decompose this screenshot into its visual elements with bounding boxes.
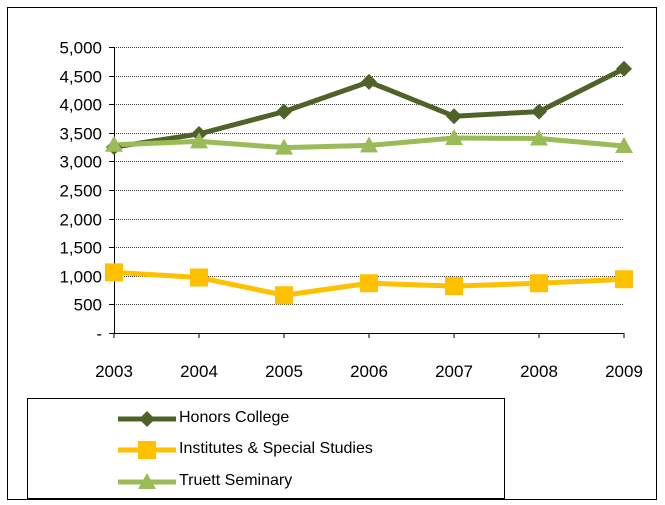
point-institutes-2003 (105, 263, 123, 282)
x-tick-label-2006: 2006 (350, 362, 388, 381)
y-tick-label-4000: 4,000 (59, 96, 102, 115)
y-tick-label-2000: 2,000 (59, 211, 102, 230)
point-truett-seminary-2003 (105, 135, 123, 152)
point-honors-college-2009 (616, 60, 632, 77)
point-honors-college-2007 (446, 108, 462, 125)
point-institutes-2006 (360, 274, 378, 293)
y-tick-label-5000: 5,000 (59, 39, 102, 58)
y-tick-label-1000: 1,000 (59, 268, 102, 287)
point-honors-college-2005 (276, 103, 292, 120)
point-institutes-2008 (530, 274, 548, 293)
x-tick-label-2007: 2007 (435, 362, 473, 381)
legend: Honors College Institutes & Special Stud… (27, 398, 505, 499)
point-honors-college-2006 (361, 73, 377, 90)
legend-item-truett-seminary: Truett Seminary (28, 469, 498, 495)
y-tick-label-2500: 2,500 (59, 182, 102, 201)
legend-marker-honors-college (139, 411, 155, 427)
x-tick-label-2003: 2003 (95, 362, 133, 381)
legend-item-institutes: Institutes & Special Studies (28, 437, 498, 463)
y-tick-label-0: - (96, 325, 102, 344)
x-tick-label-2009: 2009 (605, 362, 643, 381)
y-tick-label-500: 500 (74, 296, 102, 315)
point-truett-seminary-2007 (445, 128, 463, 145)
point-institutes-2009 (615, 270, 633, 289)
x-axis-ticks: 2003 2004 2005 2006 2007 2008 2009 (95, 333, 643, 381)
series-lines (113, 66, 626, 298)
legend-label-honors-college: Honors College (179, 409, 290, 426)
y-tick-label-1500: 1,500 (59, 239, 102, 258)
point-truett-seminary-2009 (615, 136, 633, 153)
legend-label-truett-seminary: Truett Seminary (179, 472, 293, 489)
y-tick-label-4500: 4,500 (59, 68, 102, 87)
legend-swatch-institutes (118, 441, 176, 459)
legend-item-honors-college: Honors College (28, 406, 498, 432)
legend-marker-institutes (138, 441, 156, 459)
line-chart: - 500 1,000 1,500 2,000 2,500 3,000 3,500 4,000 4… (59, 39, 643, 382)
point-truett-seminary-2005 (275, 138, 293, 155)
point-truett-seminary-2006 (360, 136, 378, 153)
legend-swatch-honors-college (118, 411, 176, 427)
series-markers (105, 60, 633, 305)
y-axis-ticks: - 500 1,000 1,500 2,000 2,500 3,000 3,500 4,000 4… (59, 39, 114, 344)
y-tick-label-3500: 3,500 (59, 125, 102, 144)
point-institutes-2005 (275, 286, 293, 305)
x-tick-label-2004: 2004 (180, 362, 218, 381)
point-institutes-2007 (445, 277, 463, 296)
legend-label-institutes: Institutes & Special Studies (179, 440, 373, 457)
legend-marker-truett-seminary (138, 473, 156, 489)
point-honors-college-2008 (531, 103, 547, 120)
x-tick-label-2008: 2008 (520, 362, 558, 381)
x-tick-label-2005: 2005 (265, 362, 303, 381)
legend-swatch-truett-seminary (118, 473, 176, 489)
point-truett-seminary-2008 (530, 129, 548, 146)
y-tick-label-3000: 3,000 (59, 153, 102, 172)
point-institutes-2004 (190, 268, 208, 287)
point-truett-seminary-2004 (190, 132, 208, 149)
chart-frame (7, 7, 657, 500)
